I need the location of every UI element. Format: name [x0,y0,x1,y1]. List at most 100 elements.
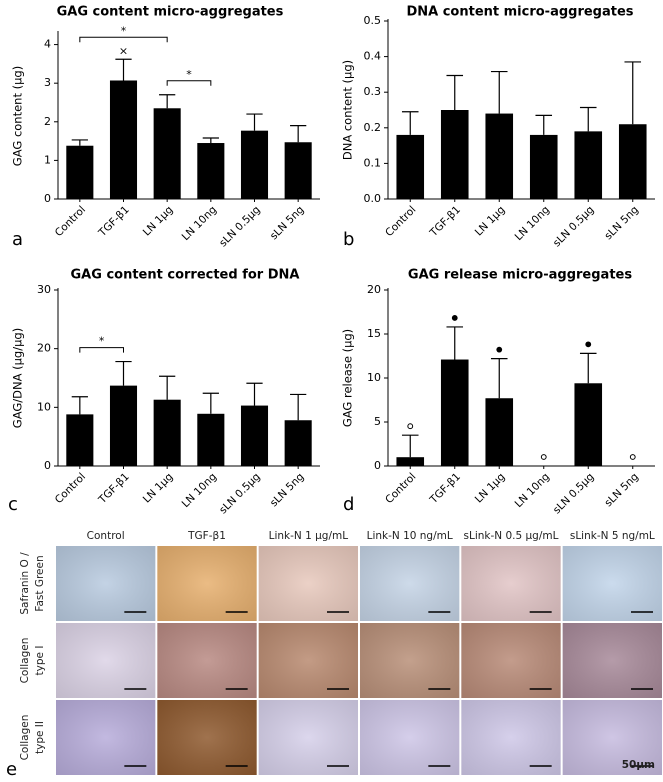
error-bar [202,392,219,414]
error-bar [159,375,176,400]
x-tick-label: LN 1µg [141,204,176,239]
x-tick-label: LN 10ng [513,204,552,243]
histology-shade [562,546,662,621]
x-tick-label: TGF-β1 [427,471,463,507]
x-tick-label: TGF-β1 [427,204,463,240]
y-tick-label: 2 [44,115,51,128]
bar [485,113,514,199]
y-axis-label: GAG release (µg) [341,329,355,427]
x-tick-label: sLN 0.5µg [217,204,263,250]
x-tick-label: Control [53,204,88,239]
significance-bracket [166,80,212,86]
x-tick-label: Control [383,471,418,506]
bar [153,399,181,466]
error-bar [401,434,419,458]
y-tick-label: 0.1 [364,156,382,169]
histology-shade [562,700,662,775]
y-tick-label: 1 [44,153,51,166]
error-bar [246,382,263,406]
error-bar [490,70,508,114]
panel-label: d [343,494,354,515]
histology-shade [461,623,561,698]
bar [574,383,603,466]
error-bar [490,358,508,399]
panel-label: a [12,229,23,250]
histology-shade [360,546,460,621]
bar [109,385,138,466]
marker [629,454,636,460]
x-tick-label: LN 1µg [141,471,176,506]
y-tick-label: 0.5 [364,14,382,27]
y-tick-label: 3 [44,76,51,89]
bar [109,80,138,199]
annotation: * [186,68,192,81]
error-bar [115,58,132,81]
bar [284,420,312,466]
y-tick-label: 4 [44,38,51,51]
y-tick-label: 0.4 [364,50,382,63]
bar [66,145,94,199]
column-header: Link-N 10 ng/mL [367,530,453,542]
x-tick-label: LN 10ng [513,471,552,510]
error-bar [246,113,263,131]
bar [240,405,269,466]
significance-bracket [79,36,168,43]
x-tick-label: sLN 0.5µg [551,204,597,250]
marker [496,346,503,353]
histology-shade [157,623,257,698]
y-axis-label: DNA content (µg) [341,60,355,160]
y-tick-label: 0 [44,192,51,205]
error-bar [579,352,597,384]
x-tick-label: LN 10ng [180,204,219,243]
column-header: sLink-N 5 ng/mL [570,530,655,542]
x-tick-label: LN 10ng [180,471,219,510]
panel-label: b [343,229,354,250]
bar [66,414,94,466]
x-tick-label: sLN 5ng [268,471,307,510]
error-bar [71,139,88,146]
error-bar [115,360,132,386]
bar [529,134,558,199]
y-tick-label: 10 [367,371,381,384]
histology-shade [360,700,460,775]
error-bar [290,393,307,421]
column-header: Link-N 1 µg/mL [269,530,349,542]
scale-label: 50µm [622,759,655,771]
histology-shade [157,546,257,621]
significance-bracket [79,347,124,353]
row-header: type I [34,646,46,676]
y-tick-label: 0.3 [364,85,382,98]
x-tick-label: sLN 0.5µg [551,471,597,517]
column-header: sLink-N 0.5 µg/mL [464,530,559,542]
error-bar [71,396,88,415]
error-bar [290,125,307,143]
histology-shade [157,700,257,775]
marker [585,341,592,348]
chart-title: GAG release micro-aggregates [408,268,632,283]
row-header: Collagen [19,715,31,761]
histology-shade [461,700,561,775]
annotation: * [121,24,127,37]
histology-shade [56,623,156,698]
annotation: × [119,44,128,57]
x-tick-label: TGF-β1 [96,471,132,507]
error-bar [446,74,464,110]
x-tick-label: TGF-β1 [96,204,132,240]
bar [396,457,425,466]
x-tick-label: sLN 5ng [268,204,307,243]
marker [540,454,547,460]
error-bar [159,94,176,109]
histology-shade [461,546,561,621]
bar [485,398,514,466]
bar [240,130,269,199]
y-tick-label: 15 [367,327,381,340]
panel-label: c [8,494,18,515]
y-tick-label: 0 [374,459,381,472]
bar [574,131,603,199]
error-bar [202,137,219,144]
y-axis-label: GAG/DNA (µg/µg) [11,328,25,428]
error-bar [624,61,642,125]
histology-shade [258,623,358,698]
histology-shade [562,623,662,698]
error-bar [401,111,419,135]
